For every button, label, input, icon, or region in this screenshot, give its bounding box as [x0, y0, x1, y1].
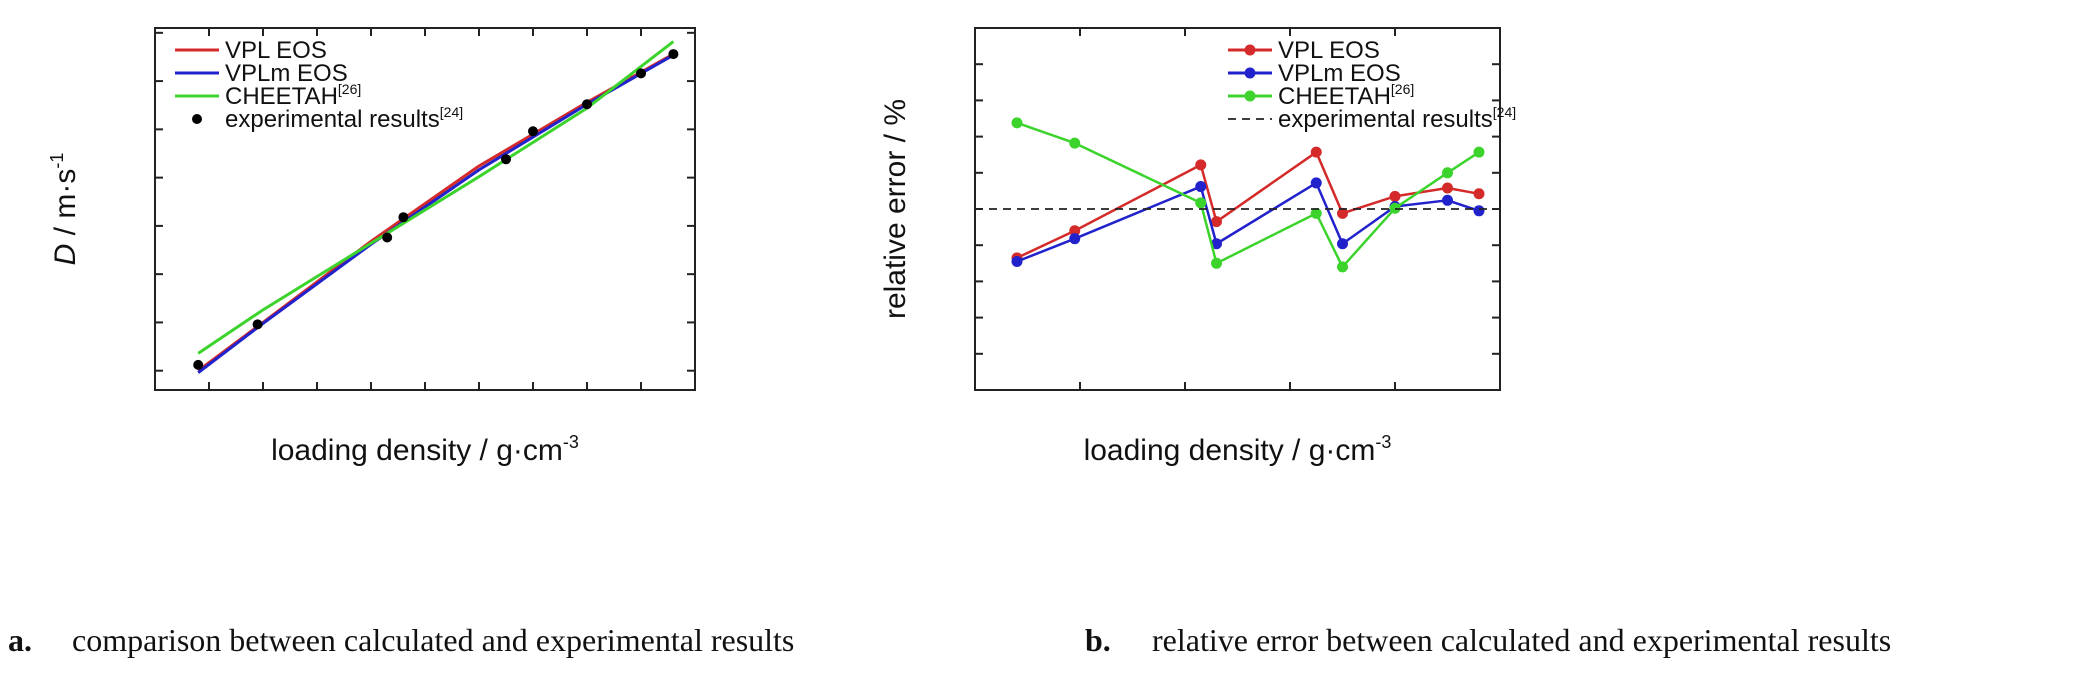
legend-label-text: VPLm EOS [1278, 60, 1401, 87]
y-axis-label: relative error / % [879, 99, 912, 319]
x-axis-label: loading density / g·cm-3 [1084, 432, 1392, 467]
y-axis-label-sup: -1 [47, 153, 67, 169]
legend-label: CHEETAH[26] [1278, 81, 1414, 110]
series-point-2 [1011, 117, 1023, 129]
panel-b-caption: relative error between calculated and ex… [1152, 622, 1891, 658]
legend-label-sup: [24] [440, 104, 463, 120]
panel-b-chart: loading density / g·cm-3 relative error /… [879, 27, 1516, 467]
series-point-2 [1310, 207, 1322, 219]
legend-marker [1244, 90, 1256, 102]
series-point-1 [1310, 177, 1322, 189]
series-point-0 [1211, 216, 1222, 228]
legend-label: VPLm EOS [225, 60, 348, 87]
legend-label: CHEETAH[26] [225, 81, 361, 110]
series-point-2 [1473, 146, 1485, 158]
series-point-0 [1310, 146, 1322, 158]
legend-label: VPLm EOS [1278, 60, 1401, 87]
series-point-1 [1011, 255, 1023, 267]
panel-a-letter: a. [8, 622, 32, 658]
legend-marker [1244, 44, 1256, 56]
series-point-0 [1389, 190, 1401, 202]
series-point-3 [668, 49, 679, 60]
series-point-1 [1442, 194, 1453, 206]
series-point-0 [1069, 225, 1081, 237]
series-point-0 [1473, 188, 1485, 200]
series-point-1 [1211, 238, 1222, 250]
series-point-3 [398, 212, 409, 223]
plot-frame [974, 27, 1501, 391]
series-line-2 [197, 40, 675, 355]
y-axis-label-text: relative error / % [879, 99, 912, 319]
x-axis-label-text: loading density / g·cm [271, 434, 563, 467]
legend-label-text: CHEETAH [1278, 83, 1391, 110]
legend-label-sup: [24] [1493, 104, 1516, 120]
series-point-2 [1442, 167, 1453, 179]
legend-label: experimental results[24] [225, 104, 463, 133]
panel-a-chart: loading density / g·cm-3 D / m·s-1 VPL EOS… [47, 27, 696, 467]
series-point-1 [1473, 205, 1485, 217]
legend-label-text: experimental results [225, 106, 440, 133]
panel-a-caption: comparison between calculated and experi… [72, 622, 794, 658]
legend-label: experimental results[24] [1278, 104, 1516, 133]
legend-label-text: VPLm EOS [225, 60, 348, 87]
series-point-1 [1337, 238, 1348, 250]
series-point-1 [1195, 181, 1207, 193]
x-axis-label-sup: -3 [1375, 432, 1391, 452]
legend-marker [192, 114, 202, 124]
y-axis-label: D / m·s-1 [47, 153, 82, 266]
legend-label-text: VPL EOS [1278, 37, 1380, 64]
series-point-0 [1337, 207, 1348, 219]
legend-label-text: experimental results [1278, 106, 1493, 133]
series-point-3 [501, 154, 511, 165]
series-point-1 [1069, 233, 1081, 245]
series-point-3 [636, 68, 646, 79]
legend-label: VPL EOS [225, 37, 327, 64]
series-point-3 [582, 99, 592, 110]
series-point-3 [528, 126, 538, 137]
series-point-0 [1442, 182, 1453, 194]
panel-b-letter: b. [1085, 622, 1111, 658]
x-axis-label: loading density / g·cm-3 [271, 432, 579, 467]
legend-label-text: VPL EOS [225, 37, 327, 64]
legend-label-text: CHEETAH [225, 83, 338, 110]
series-point-2 [1337, 261, 1348, 273]
legend-label-sup: [26] [338, 81, 361, 97]
y-axis-label-symbol: D [49, 244, 82, 266]
series-point-3 [382, 232, 393, 243]
series-point-0 [1195, 159, 1207, 171]
x-axis-label-sup: -3 [563, 432, 579, 452]
x-axis-label-text: loading density / g·cm [1084, 434, 1376, 467]
legend-label: VPL EOS [1278, 37, 1380, 64]
series-point-2 [1195, 197, 1207, 209]
series-point-3 [252, 319, 263, 330]
series-point-2 [1211, 257, 1222, 269]
legend-label-sup: [26] [1391, 81, 1414, 97]
y-axis-label-text: / m·s [49, 169, 82, 244]
series-point-3 [193, 359, 204, 370]
series-point-2 [1069, 137, 1081, 149]
legend-marker [1244, 67, 1256, 79]
